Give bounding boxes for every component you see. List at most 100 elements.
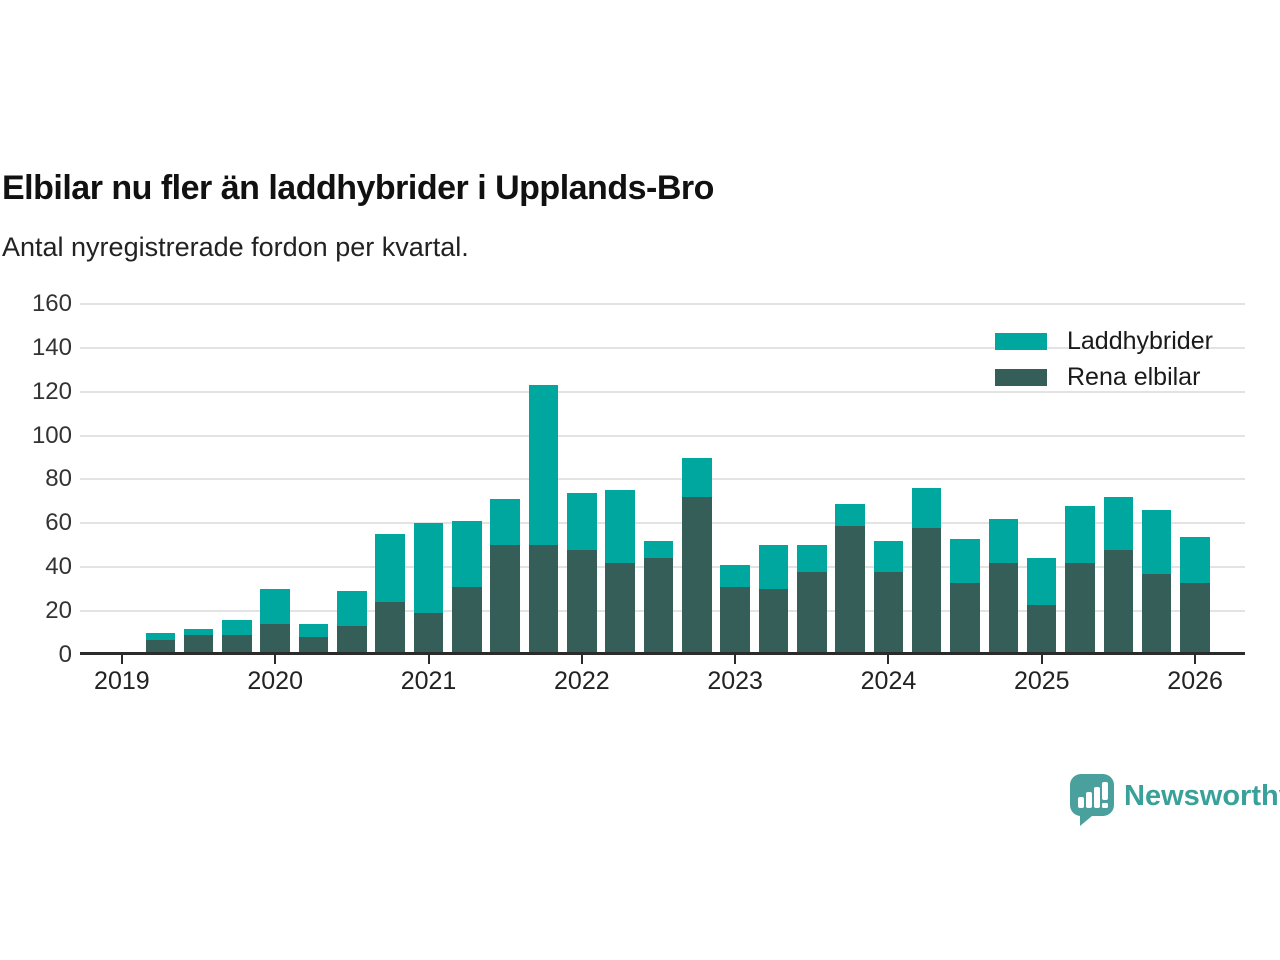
bar-laddhybrider-2021-q3 bbox=[490, 499, 520, 546]
y-axis-tick-label: 0 bbox=[58, 641, 72, 668]
bar-laddhybrider-2020-q1 bbox=[260, 589, 290, 625]
bar-laddhybrider-2021-q2 bbox=[452, 521, 482, 587]
bar-laddhybrider-2022-q2 bbox=[605, 490, 635, 563]
gridline-y100 bbox=[80, 434, 1245, 437]
bar-rena-elbilar-2022-q4 bbox=[682, 497, 712, 655]
legend-swatch-rena-elbilar bbox=[995, 368, 1047, 386]
legend-swatch-laddhybrider bbox=[995, 332, 1047, 350]
legend-label-laddhybrider: Laddhybrider bbox=[1067, 326, 1213, 355]
legend-item-laddhybrider: Laddhybrider bbox=[995, 327, 1213, 355]
bar-rena-elbilar-2024-q1 bbox=[873, 571, 904, 655]
bar-laddhybrider-2025-q4 bbox=[1142, 510, 1172, 574]
bar-laddhybrider-2024-q4 bbox=[988, 518, 1019, 563]
y-axis-tick-label: 60 bbox=[45, 509, 72, 537]
bar-rena-elbilar-2025-q4 bbox=[1142, 573, 1172, 655]
bar-rena-elbilar-2025-q2 bbox=[1065, 562, 1095, 655]
newsworthy-brand-text: Newsworthy bbox=[1124, 780, 1280, 812]
bar-laddhybrider-2019-q3 bbox=[183, 628, 214, 636]
newsworthy-logo-icon bbox=[1069, 774, 1114, 831]
y-axis-tick-label: 100 bbox=[31, 421, 72, 449]
bar-laddhybrider-2025-q1 bbox=[1027, 558, 1057, 605]
bar-rena-elbilar-2026-q1 bbox=[1180, 582, 1210, 655]
y-axis-tick-label: 80 bbox=[45, 465, 72, 493]
bar-laddhybrider-2025-q3 bbox=[1103, 497, 1134, 550]
bar-laddhybrider-2021-q1 bbox=[413, 523, 444, 614]
bar-laddhybrider-2020-q3 bbox=[337, 591, 367, 627]
bar-rena-elbilar-2020-q3 bbox=[337, 626, 367, 655]
y-axis-tick-label: 120 bbox=[31, 377, 72, 405]
bar-rena-elbilar-2024-q3 bbox=[950, 582, 980, 655]
bar-laddhybrider-2024-q3 bbox=[950, 538, 980, 583]
bar-rena-elbilar-2024-q2 bbox=[912, 527, 942, 655]
bar-rena-elbilar-2019-q4 bbox=[222, 635, 252, 655]
bar-rena-elbilar-2020-q1 bbox=[260, 624, 290, 655]
x-axis-tick-2022 bbox=[580, 655, 583, 664]
x-axis-year-label-2025: 2025 bbox=[1013, 667, 1070, 695]
x-axis-year-label-2022: 2022 bbox=[554, 667, 610, 695]
x-axis-year-label-2024: 2024 bbox=[860, 667, 917, 695]
chart-legend: Laddhybrider Rena elbilar bbox=[995, 327, 1213, 402]
legend-item-rena-elbilar: Rena elbilar bbox=[995, 363, 1213, 391]
y-axis-tick-label: 40 bbox=[45, 553, 72, 581]
bar-laddhybrider-2022-q4 bbox=[682, 457, 712, 498]
bar-rena-elbilar-2022-q2 bbox=[605, 562, 635, 655]
gridline-y140 bbox=[80, 346, 1245, 349]
bar-rena-elbilar-2020-q2 bbox=[298, 637, 329, 655]
x-axis-tick-2024 bbox=[887, 655, 890, 664]
bar-rena-elbilar-2025-q3 bbox=[1103, 549, 1134, 655]
bar-rena-elbilar-2022-q3 bbox=[643, 558, 674, 655]
bar-laddhybrider-2019-q4 bbox=[222, 619, 252, 636]
bar-rena-elbilar-2019-q3 bbox=[183, 635, 214, 655]
bar-laddhybrider-2022-q1 bbox=[567, 492, 597, 550]
gridline-y160 bbox=[80, 302, 1245, 305]
bar-laddhybrider-2026-q1 bbox=[1180, 536, 1210, 583]
bar-laddhybrider-2021-q4 bbox=[528, 385, 559, 546]
y-axis-tick-label: 160 bbox=[31, 289, 72, 317]
bar-rena-elbilar-2022-q1 bbox=[567, 549, 597, 655]
bar-rena-elbilar-2021-q4 bbox=[528, 545, 559, 655]
x-axis-line bbox=[80, 652, 1245, 655]
bar-rena-elbilar-2021-q3 bbox=[490, 545, 520, 655]
bar-rena-elbilar-2023-q2 bbox=[758, 589, 789, 655]
gridline-y120 bbox=[80, 390, 1245, 393]
y-axis-tick-label: 20 bbox=[45, 597, 72, 625]
x-axis-year-label-2023: 2023 bbox=[707, 667, 763, 695]
bar-laddhybrider-2022-q3 bbox=[643, 540, 674, 559]
x-axis-year-label-2021: 2021 bbox=[400, 667, 457, 695]
legend-label-rena-elbilar: Rena elbilar bbox=[1067, 362, 1201, 391]
y-axis-tick-label: 140 bbox=[31, 333, 72, 361]
x-axis-tick-2019 bbox=[120, 655, 123, 664]
bar-laddhybrider-2023-q1 bbox=[720, 565, 750, 587]
page-subtitle: Antal nyregistrerade fordon per kvartal. bbox=[2, 232, 469, 262]
bar-laddhybrider-2023-q4 bbox=[835, 503, 865, 526]
gridline-y60 bbox=[80, 522, 1245, 525]
x-axis-year-label-2026: 2026 bbox=[1167, 667, 1223, 695]
x-axis-tick-2021 bbox=[427, 655, 430, 664]
bar-rena-elbilar-2020-q4 bbox=[375, 602, 405, 655]
bar-rena-elbilar-2024-q4 bbox=[988, 562, 1019, 655]
bar-laddhybrider-2024-q1 bbox=[873, 540, 904, 572]
bar-laddhybrider-2019-q2 bbox=[145, 633, 175, 640]
x-axis-tick-2026 bbox=[1194, 655, 1197, 664]
bar-rena-elbilar-2023-q1 bbox=[720, 586, 750, 655]
bar-rena-elbilar-2023-q3 bbox=[797, 571, 827, 655]
bar-laddhybrider-2023-q2 bbox=[758, 545, 789, 590]
bar-laddhybrider-2020-q4 bbox=[375, 534, 405, 603]
bar-rena-elbilar-2023-q4 bbox=[835, 525, 865, 655]
bar-laddhybrider-2023-q3 bbox=[797, 545, 827, 572]
bar-laddhybrider-2024-q2 bbox=[912, 488, 942, 528]
bar-rena-elbilar-2021-q2 bbox=[452, 586, 482, 655]
bar-laddhybrider-2020-q2 bbox=[298, 624, 329, 638]
bar-laddhybrider-2025-q2 bbox=[1065, 505, 1095, 563]
bar-rena-elbilar-2021-q1 bbox=[413, 613, 444, 655]
x-axis-tick-2020 bbox=[274, 655, 277, 664]
x-axis-tick-2025 bbox=[1040, 655, 1043, 664]
newsworthy-brand-link[interactable]: Newsworthy bbox=[1069, 774, 1280, 831]
bar-rena-elbilar-2025-q1 bbox=[1027, 604, 1057, 655]
bar-rena-elbilar-2019-q2 bbox=[145, 639, 175, 655]
x-axis-tick-2023 bbox=[734, 655, 737, 664]
gridline-y80 bbox=[80, 478, 1245, 481]
x-axis-year-label-2019: 2019 bbox=[94, 667, 150, 695]
page-title: Elbilar nu fler än laddhybrider i Upplan… bbox=[2, 168, 714, 207]
